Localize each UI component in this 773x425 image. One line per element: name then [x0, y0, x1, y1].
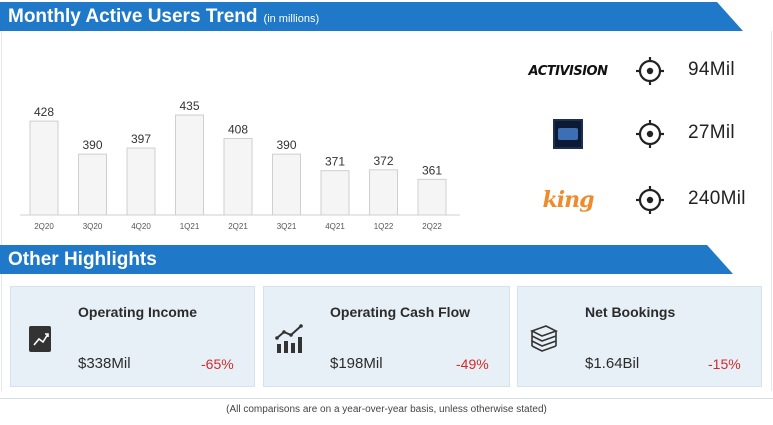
frame-left-border: [1, 31, 2, 391]
data-label-4Q20: 397: [131, 132, 151, 146]
frame-right-border: [771, 31, 772, 391]
mau-banner: Monthly Active Users Trend (in millions): [0, 2, 743, 31]
card-title: Net Bookings: [585, 304, 676, 320]
tick-label-2Q21: 2Q21: [228, 222, 248, 231]
target-icon: [636, 57, 664, 85]
tick-label-2Q20: 2Q20: [34, 222, 54, 231]
bar-4Q21: [320, 170, 350, 216]
tick-label-3Q21: 3Q21: [277, 222, 297, 231]
card-change: -49%: [456, 356, 489, 372]
card-change: -65%: [201, 356, 234, 372]
bar-1Q21: [175, 114, 204, 216]
activision-mau-value: 94Mil: [688, 59, 735, 80]
card-title: Operating Cash Flow: [330, 304, 471, 320]
king-logo: king: [542, 187, 595, 213]
brand-row-king: king 240Mil: [522, 180, 762, 220]
data-label-2Q22: 361: [422, 163, 442, 177]
card-change: -15%: [708, 356, 741, 372]
target-icon: [636, 120, 664, 148]
mau-bar-chart: 428 2Q20 390 3Q20 397 4Q20 435 1Q21 408 2Q21 390 3Q…: [20, 99, 460, 231]
footnote: (All comparisons are on a year-over-year…: [226, 404, 547, 415]
king-mau-value: 240Mil: [688, 188, 746, 209]
other-highlights-title: Other Highlights: [8, 248, 157, 270]
bar-1Q22: [369, 169, 398, 216]
target-icon: [636, 186, 664, 214]
bar-3Q21: [272, 153, 301, 216]
card-operating-cash-flow: Operating Cash Flow $198Mil -49%: [263, 286, 510, 387]
bar-2Q22: [417, 178, 447, 216]
data-label-3Q20: 390: [82, 138, 102, 152]
bar-2Q21: [223, 138, 253, 216]
chart-document-icon: [29, 326, 51, 352]
tick-label-4Q21: 4Q21: [325, 222, 345, 231]
bar-3Q20: [78, 153, 107, 216]
card-net-bookings: Net Bookings $1.64Bil -15%: [517, 286, 762, 387]
mau-subtitle: (in millions): [263, 12, 320, 25]
card-value: $338Mil: [78, 355, 131, 372]
brand-row-activision: ACTIVISION 94Mil: [522, 51, 762, 91]
other-highlights-banner: Other Highlights: [0, 245, 733, 274]
card-value: $1.64Bil: [585, 355, 640, 372]
data-label-1Q21: 435: [179, 99, 199, 113]
bar-trend-icon: [275, 324, 303, 353]
card-operating-income: Operating Income $338Mil -65%: [10, 286, 255, 387]
brand-row-blizzard: 27Mil: [522, 114, 762, 154]
blizzard-logo: [522, 114, 614, 154]
tick-label-1Q21: 1Q21: [180, 222, 200, 231]
data-label-4Q21: 371: [325, 155, 345, 169]
blizzard-mau-value: 27Mil: [688, 122, 735, 143]
tick-label-3Q20: 3Q20: [83, 222, 103, 231]
data-label-3Q21: 390: [276, 138, 296, 152]
data-label-1Q22: 372: [373, 154, 393, 168]
mau-title: Monthly Active Users Trend: [8, 5, 258, 27]
tick-label-1Q22: 1Q22: [374, 222, 394, 231]
data-label-2Q20: 428: [34, 105, 54, 119]
card-value: $198Mil: [330, 355, 383, 372]
bar-2Q20: [29, 120, 59, 216]
tick-label-2Q22: 2Q22: [422, 222, 442, 231]
stack-icon: [529, 325, 559, 352]
data-label-2Q21: 408: [228, 123, 248, 137]
tick-label-4Q20: 4Q20: [131, 222, 151, 231]
card-title: Operating Income: [78, 304, 198, 320]
activision-logo: ACTIVISION: [528, 63, 608, 79]
footer-divider: [0, 398, 773, 399]
bar-4Q20: [126, 147, 156, 216]
